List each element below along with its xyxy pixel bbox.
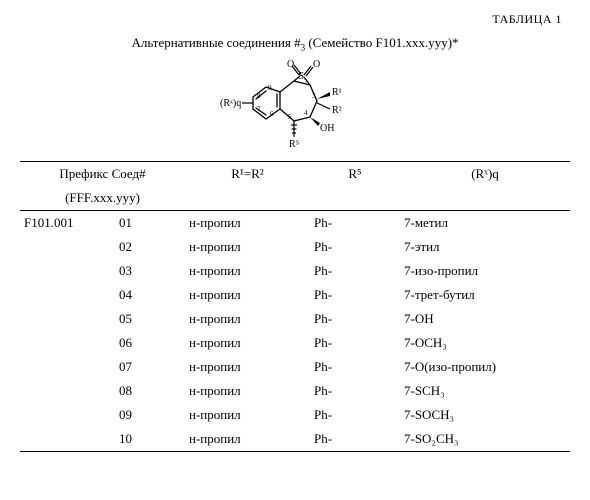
cell-num: 01 xyxy=(115,210,185,235)
cell-prefix: F101.001 xyxy=(20,210,115,235)
hdr-r12: R¹=R² xyxy=(185,161,310,186)
cell-prefix xyxy=(20,355,115,379)
cell-prefix xyxy=(20,283,115,307)
cell-r12: н-пропил xyxy=(185,379,310,403)
table-row: 04н-пропилPh-7-трет-бутил xyxy=(20,283,570,307)
table-row: 05н-пропилPh-7-OH xyxy=(20,307,570,331)
table-row: 10н-пропилPh-7-SO₂CH₃ xyxy=(20,427,570,452)
compound-table: Префикс Соед# R¹=R² R⁵ (Rˣ)q (FFF.xxx.yy… xyxy=(20,161,570,452)
oh-label: OH xyxy=(320,123,334,134)
cell-r12: н-пропил xyxy=(185,427,310,452)
cell-rxq: 7-OH xyxy=(400,307,570,331)
chemical-structure: O O S R¹ R² OH R⁵ (Rˣ)q 2 3 4 5 6 7 8 9 xyxy=(20,59,570,151)
cell-r5: Ph- xyxy=(310,331,400,355)
cell-r5: Ph- xyxy=(310,355,400,379)
r2-label: R² xyxy=(332,105,342,116)
cell-r12: н-пропил xyxy=(185,403,310,427)
cell-num: 02 xyxy=(115,235,185,259)
cell-r5: Ph- xyxy=(310,283,400,307)
cell-r5: Ph- xyxy=(310,427,400,452)
cell-num: 07 xyxy=(115,355,185,379)
hdr-r5: R⁵ xyxy=(310,161,400,186)
table-row: 02н-пропилPh-7-этил xyxy=(20,235,570,259)
cell-prefix xyxy=(20,331,115,355)
cell-r12: н-пропил xyxy=(185,307,310,331)
table-title: Альтернативные соединения #3 (Семейство … xyxy=(20,35,570,53)
cell-prefix xyxy=(20,259,115,283)
pos-7: 7 xyxy=(257,105,261,113)
cell-prefix xyxy=(20,379,115,403)
hdr-prefix-l1: Префикс Соед# xyxy=(20,161,185,186)
cell-r5: Ph- xyxy=(310,259,400,283)
rxq-label: (Rˣ)q xyxy=(220,98,241,109)
pos-3: 3 xyxy=(312,92,316,100)
cell-num: 10 xyxy=(115,427,185,452)
cell-rxq: 7-трет-бутил xyxy=(400,283,570,307)
hdr-rxq: (Rˣ)q xyxy=(400,161,570,186)
pos-6: 6 xyxy=(270,110,274,118)
cell-prefix xyxy=(20,307,115,331)
table-row: 09н-пропилPh-7-SOCH₃ xyxy=(20,403,570,427)
r1-label: R¹ xyxy=(332,87,342,98)
cell-r12: н-пропил xyxy=(185,283,310,307)
cell-r12: н-пропил xyxy=(185,235,310,259)
pos-5: 5 xyxy=(288,113,292,121)
cell-r12: н-пропил xyxy=(185,355,310,379)
cell-rxq: 7-SOCH₃ xyxy=(400,403,570,427)
cell-prefix xyxy=(20,427,115,452)
so2-o2: O xyxy=(313,59,320,70)
cell-rxq: 7-OCH₃ xyxy=(400,331,570,355)
cell-num: 08 xyxy=(115,379,185,403)
cell-r5: Ph- xyxy=(310,307,400,331)
cell-num: 09 xyxy=(115,403,185,427)
cell-r12: н-пропил xyxy=(185,331,310,355)
cell-rxq: 7-SO₂CH₃ xyxy=(400,427,570,452)
cell-rxq: 7-метил xyxy=(400,210,570,235)
cell-prefix xyxy=(20,403,115,427)
cell-r5: Ph- xyxy=(310,210,400,235)
cell-r5: Ph- xyxy=(310,379,400,403)
title-suffix: (Семейство F101.xxx.yyy)* xyxy=(305,35,458,50)
cell-num: 06 xyxy=(115,331,185,355)
table-body: F101.00101н-пропилPh-7-метил02н-пропилPh… xyxy=(20,210,570,451)
cell-r5: Ph- xyxy=(310,235,400,259)
r5-label: R⁵ xyxy=(289,139,299,150)
cell-r5: Ph- xyxy=(310,403,400,427)
cell-rxq: 7-O(изо-пропил) xyxy=(400,355,570,379)
cell-num: 04 xyxy=(115,283,185,307)
pos-4: 4 xyxy=(304,109,308,117)
table-row: 07н-пропилPh-7-O(изо-пропил) xyxy=(20,355,570,379)
pos-2: 2 xyxy=(304,78,308,86)
pos-8: 8 xyxy=(257,92,261,100)
cell-num: 05 xyxy=(115,307,185,331)
cell-rxq: 7-этил xyxy=(400,235,570,259)
table-row: F101.00101н-пропилPh-7-метил xyxy=(20,210,570,235)
cell-rxq: 7-SCH₃ xyxy=(400,379,570,403)
table-label: ТАБЛИЦА 1 xyxy=(20,12,570,27)
so2-o1: O xyxy=(287,59,294,70)
cell-prefix xyxy=(20,235,115,259)
pos-9: 9 xyxy=(268,84,272,92)
cell-num: 03 xyxy=(115,259,185,283)
title-prefix: Альтернативные соединения # xyxy=(131,35,300,50)
table-row: 06н-пропилPh-7-OCH₃ xyxy=(20,331,570,355)
table-row: 08н-пропилPh-7-SCH₃ xyxy=(20,379,570,403)
cell-r12: н-пропил xyxy=(185,210,310,235)
table-row: 03н-пропилPh-7-изо-пропил xyxy=(20,259,570,283)
hdr-prefix-l2: (FFF.xxx.yyy) xyxy=(20,186,185,211)
cell-rxq: 7-изо-пропил xyxy=(400,259,570,283)
cell-r12: н-пропил xyxy=(185,259,310,283)
